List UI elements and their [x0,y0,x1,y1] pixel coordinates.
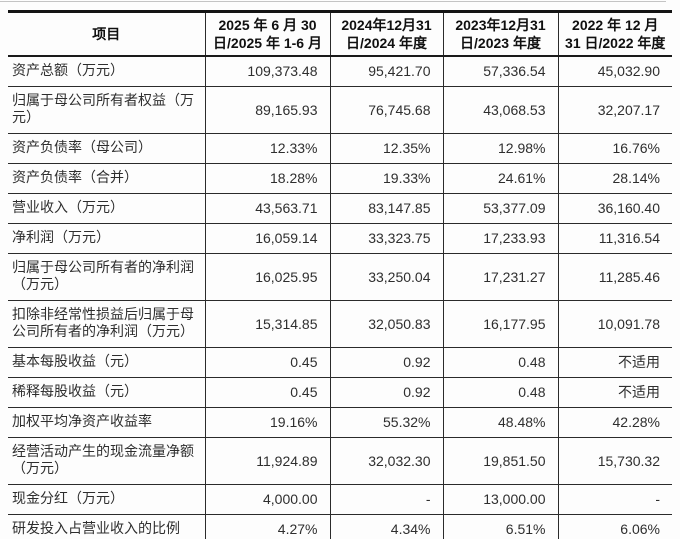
row-value: 95,421.70 [329,56,443,87]
row-value: 43,068.53 [442,86,558,134]
row-value: 33,323.75 [329,223,443,254]
row-label: 加权平均净资产收益率 [8,407,205,438]
table-row: 加权平均净资产收益率 19.16% 55.32% 48.48% 42.28% [8,407,672,438]
table-row: 归属于母公司所有者权益（万元） 89,165.93 76,745.68 43,0… [8,86,672,134]
row-value: 12.98% [442,133,558,164]
table-row: 基本每股收益（元） 0.45 0.92 0.48 不适用 [8,347,672,378]
row-value: 43,563.71 [204,193,330,224]
column-header-period-2023: 2023年12月31 日/2023 年度 [442,11,558,57]
row-value: 12.35% [329,133,443,164]
row-value: 10,091.78 [557,300,672,348]
header-row: 项目 2025 年 6 月 30 日/2025 年 1-6 月 2024年12月… [8,11,672,57]
table-row: 归属于母公司所有者的净利润（万元） 16,025.95 33,250.04 17… [8,253,672,301]
row-value: 0.45 [204,347,330,378]
row-value: 6.06% [557,514,672,539]
financial-summary-table: 项目 2025 年 6 月 30 日/2025 年 1-6 月 2024年12月… [8,10,672,539]
row-value: 76,745.68 [329,86,443,134]
row-value: 57,336.54 [442,56,558,87]
row-value: 28.14% [557,163,672,194]
row-value: 24.61% [442,163,558,194]
row-value: 89,165.93 [204,86,330,134]
row-value: 16,059.14 [204,223,330,254]
row-value: 0.48 [442,377,558,408]
row-value: 6.51% [442,514,558,539]
row-value: 11,285.46 [557,253,672,301]
table-row: 研发投入占营业收入的比例 4.27% 4.34% 6.51% 6.06% [8,514,672,539]
row-value: 不适用 [557,377,672,408]
row-value: 55.32% [329,407,443,438]
row-label: 归属于母公司所有者的净利润（万元） [8,253,205,301]
row-value: 42.28% [557,407,672,438]
page-top-divider [0,1,666,2]
row-label: 现金分红（万元） [8,484,205,515]
row-label: 经营活动产生的现金流量净额（万元） [8,437,205,485]
row-value: 45,032.90 [557,56,672,87]
row-value: 15,314.85 [204,300,330,348]
table-row: 稀释每股收益（元） 0.45 0.92 0.48 不适用 [8,377,672,408]
row-value: - [557,484,672,515]
row-label: 营业收入（万元） [8,193,205,224]
row-value: 16,025.95 [204,253,330,301]
row-value: 13,000.00 [442,484,558,515]
row-label: 研发投入占营业收入的比例 [12,522,180,537]
row-value: 19.16% [204,407,330,438]
row-value: - [329,484,443,515]
row-label: 净利润（万元） [8,223,205,254]
column-header-period-2024: 2024年12月31 日/2024 年度 [329,11,443,57]
table-row: 资产负债率（合并） 18.28% 19.33% 24.61% 28.14% [8,163,672,194]
row-value: 0.92 [329,377,443,408]
table-row: 资产总额（万元） 109,373.48 95,421.70 57,336.54 … [8,56,672,87]
row-label: 资产负债率（母公司） [8,133,205,164]
row-value: 17,233.93 [442,223,558,254]
table-row: 资产负债率（母公司） 12.33% 12.35% 12.98% 16.76% [8,133,672,164]
row-value: 4.34% [329,514,443,539]
table-row: 营业收入（万元） 43,563.71 83,147.85 53,377.09 3… [8,193,672,224]
row-value: 0.92 [329,347,443,378]
row-label: 扣除非经常性损益后归属于母公司所有者的净利润（万元） [8,300,205,348]
table-row: 扣除非经常性损益后归属于母公司所有者的净利润（万元） 15,314.85 32,… [8,300,672,348]
row-value: 19,851.50 [442,437,558,485]
row-value: 11,316.54 [557,223,672,254]
row-value: 11,924.89 [204,437,330,485]
row-value: 83,147.85 [329,193,443,224]
column-header-period-2025: 2025 年 6 月 30 日/2025 年 1-6 月 [204,11,330,57]
row-value: 109,373.48 [204,56,330,87]
row-value: 0.48 [442,347,558,378]
row-label: 归属于母公司所有者权益（万元） [8,86,205,134]
row-label: 资产总额（万元） [8,56,205,87]
row-value: 19.33% [329,163,443,194]
column-header-item: 项目 [8,11,205,57]
column-header-period-2022: 2022 年 12 月 31 日/2022 年度 [557,11,672,57]
row-value: 32,032.30 [329,437,443,485]
row-label: 资产负债率（合并） [8,163,205,194]
row-value: 4.27% [204,514,330,539]
row-value: 32,050.83 [329,300,443,348]
table-row: 经营活动产生的现金流量净额（万元） 11,924.89 32,032.30 19… [8,437,672,485]
table-body: 资产总额（万元） 109,373.48 95,421.70 57,336.54 … [8,56,672,539]
row-value: 17,231.27 [442,253,558,301]
row-value: 18.28% [204,163,330,194]
row-value: 32,207.17 [557,86,672,134]
row-value: 53,377.09 [442,193,558,224]
row-value: 15,730.32 [557,437,672,485]
row-value: 0.45 [204,377,330,408]
row-value: 不适用 [557,347,672,378]
row-value: 16,177.95 [442,300,558,348]
row-value: 4,000.00 [204,484,330,515]
table-row: 现金分红（万元） 4,000.00 - 13,000.00 - [8,484,672,515]
table-row: 净利润（万元） 16,059.14 33,323.75 17,233.93 11… [8,223,672,254]
row-value: 12.33% [204,133,330,164]
row-label: 稀释每股收益（元） [8,377,205,408]
row-value: 48.48% [442,407,558,438]
row-value: 36,160.40 [557,193,672,224]
row-value: 33,250.04 [329,253,443,301]
row-label: 基本每股收益（元） [8,347,205,378]
row-value: 16.76% [557,133,672,164]
